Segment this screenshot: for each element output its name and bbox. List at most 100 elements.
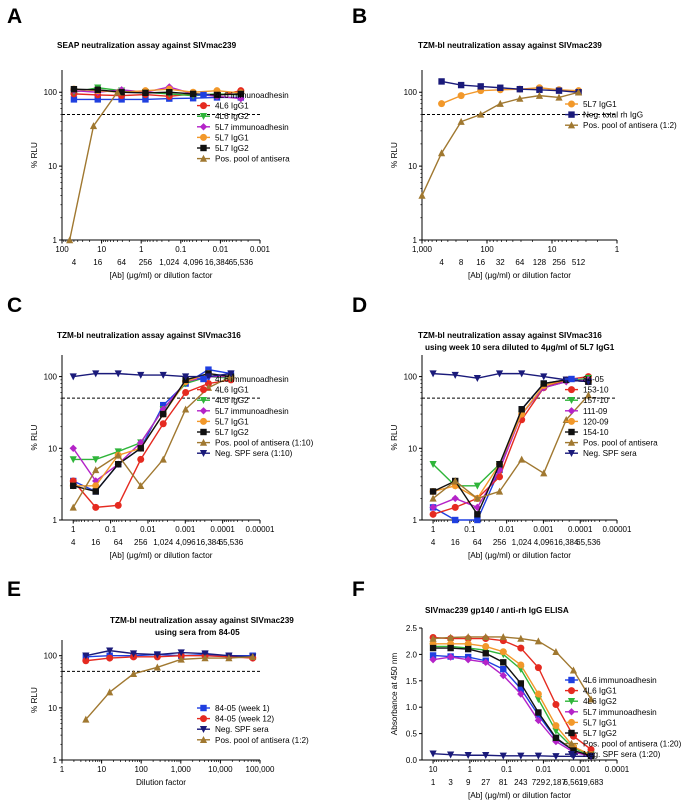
legend-marker [199, 123, 208, 131]
data-point [552, 722, 560, 730]
data-point [115, 461, 122, 468]
data-point [82, 652, 90, 660]
data-point [118, 96, 125, 103]
data-point [518, 406, 525, 413]
x-dilution-label: 4,096 [534, 538, 555, 547]
data-point [69, 444, 77, 452]
legend-label: 4L6 immunoadhesin [215, 375, 289, 384]
x-dilution-label: 1,024 [159, 258, 180, 267]
data-point [474, 511, 481, 518]
y-tick-label: 1.5 [406, 677, 418, 686]
series-line [73, 88, 241, 96]
data-point [517, 634, 525, 642]
data-point [517, 690, 525, 698]
legend-label: 5L7 immunoadhesin [583, 708, 657, 717]
series-6 [429, 633, 595, 703]
legend-marker [568, 428, 575, 436]
data-point [227, 370, 235, 378]
legend-label: 5L7 IgG2 [215, 428, 249, 437]
y-tick-label: 1 [53, 756, 58, 765]
legend-label: 5L7 immunoadhesin [215, 407, 289, 416]
chart-subtitle: using week 10 sera diluted to 4μg/ml of … [425, 343, 615, 352]
legend-marker [200, 133, 207, 141]
data-point [464, 640, 472, 648]
data-point [137, 481, 145, 489]
data-point [153, 663, 161, 671]
x-dilution-label: 16,384 [205, 258, 230, 267]
x-dilution-label: 16,384 [196, 538, 221, 547]
data-point [451, 494, 459, 503]
legend-label: 5L7 IgG1 [215, 133, 249, 142]
data-point [129, 650, 138, 658]
legend-marker [567, 708, 576, 716]
data-point [114, 370, 122, 378]
y-axis-label: % RLU [390, 142, 399, 168]
x-tick-label: 0.001 [570, 765, 591, 774]
data-point [587, 745, 595, 753]
x-axis-label: [Ab] (μg/ml) or dilution factor [109, 551, 212, 560]
data-point [587, 695, 595, 703]
series-line [433, 647, 592, 757]
data-point [153, 651, 161, 659]
x-dilution-label: 16 [476, 258, 485, 267]
legend-label: 84-05 (week 1) [215, 704, 270, 713]
x-dilution-label: 65,536 [219, 538, 244, 547]
series-3 [82, 653, 257, 723]
data-point [497, 84, 504, 91]
data-point [177, 655, 185, 663]
data-point [182, 373, 190, 381]
x-dilution-label: 1,024 [153, 538, 174, 547]
y-tick-label: 10 [48, 704, 57, 713]
x-tick-label: 10 [548, 245, 557, 254]
y-tick-label: 10 [408, 162, 417, 171]
legend-label: 4L6 immunoadhesin [215, 91, 289, 100]
legend-marker [568, 100, 575, 108]
x-dilution-label: 3 [448, 778, 453, 787]
x-tick-label: 0.1 [501, 765, 513, 774]
x-tick-label: 0.001 [175, 525, 196, 534]
data-point [464, 645, 472, 653]
x-tick-label: 10 [429, 765, 438, 774]
data-point [70, 85, 78, 93]
x-tick-label: 0.1 [105, 525, 117, 534]
data-point [499, 671, 507, 680]
legend-marker [567, 751, 576, 758]
x-tick-label: 10 [97, 245, 106, 254]
x-tick-label: 1,000 [412, 245, 433, 254]
legend-label: 153-10 [583, 386, 609, 395]
legend-label: Pos. pool of antisera (1:2) [215, 736, 309, 745]
data-point [464, 655, 472, 664]
legend-marker [199, 450, 208, 457]
series-1 [69, 376, 235, 511]
x-tick-label: 0.1 [464, 525, 476, 534]
x-dilution-label: 9 [466, 778, 471, 787]
legend-label: Pos. pool of antisera [215, 155, 290, 164]
x-dilution-label: 27 [481, 778, 490, 787]
data-point [201, 650, 209, 658]
legend-label: 5L7 immunoadhesin [215, 123, 289, 132]
x-dilution-label: 32 [496, 258, 505, 267]
data-point [499, 633, 507, 641]
data-point [496, 99, 504, 107]
data-point [429, 652, 437, 659]
y-axis-label: % RLU [390, 424, 399, 450]
series-line [85, 649, 253, 658]
data-point [204, 373, 213, 381]
data-point [552, 734, 560, 742]
legend-label: 84-05 [583, 375, 604, 384]
series-line [73, 372, 232, 493]
legend: 84-05 (week 1) 84-05 (week 12)Neg. SPF se… [197, 704, 309, 745]
panel-b: B TZM-bl neutralization assay against SIV… [352, 5, 677, 280]
data-point [159, 420, 167, 428]
legend-label: 5L7 IgG1 [583, 100, 617, 109]
data-point [495, 370, 504, 378]
y-axis-label: % RLU [30, 424, 39, 450]
x-dilution-label: 64 [515, 258, 524, 267]
series-3 [429, 376, 593, 512]
x-dilution-label: 4 [72, 258, 77, 267]
data-point [536, 86, 543, 93]
legend-marker [567, 739, 576, 747]
data-point [517, 644, 525, 652]
x-tick-label: 10,000 [208, 765, 233, 774]
